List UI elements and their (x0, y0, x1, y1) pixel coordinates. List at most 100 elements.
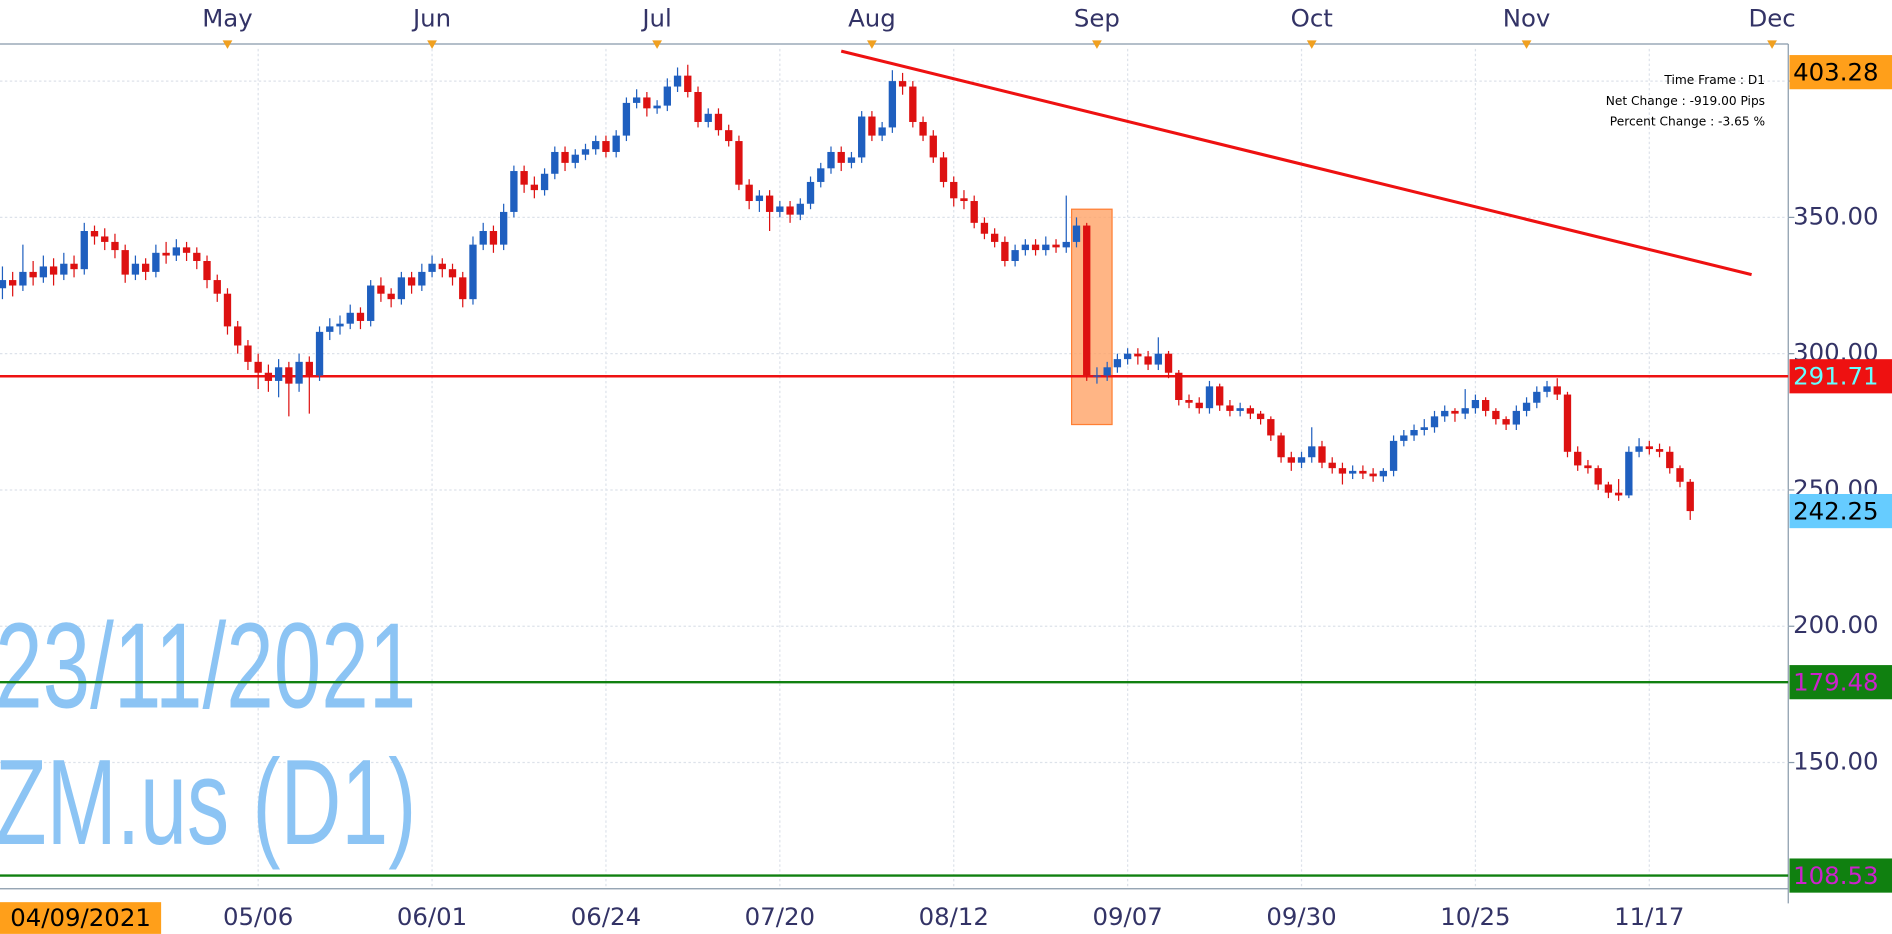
candle-body (694, 91, 702, 122)
candle-body (315, 331, 324, 376)
candle-body (806, 181, 815, 204)
candle-body (1492, 410, 1500, 420)
candle-body (653, 105, 661, 109)
candle-body (285, 367, 293, 384)
candle-body (1686, 481, 1694, 512)
candle-body (1604, 484, 1613, 493)
candle-body (1584, 465, 1592, 469)
candle-body (1256, 413, 1265, 420)
candle-body (29, 271, 37, 278)
candle-body (500, 211, 508, 245)
candle-body (336, 323, 344, 327)
candle-body (121, 250, 129, 275)
candle-body (919, 121, 927, 136)
candle-body (1277, 435, 1285, 458)
candle-body (1420, 427, 1428, 430)
candle-body (1369, 473, 1377, 477)
candle-body (939, 157, 948, 182)
candle-body (397, 277, 406, 300)
candle-body (60, 263, 68, 275)
candle-body (1113, 359, 1122, 368)
candle-body (745, 184, 753, 202)
candle-body (1236, 408, 1244, 411)
candle-body (1267, 419, 1275, 436)
candle-body (888, 81, 897, 128)
candle-body (847, 157, 856, 163)
candle-body (1502, 419, 1510, 425)
candle-body (540, 173, 549, 191)
candle-body (1512, 410, 1520, 425)
candle-body (489, 231, 498, 245)
candle-body (1001, 241, 1009, 261)
candle-body (1430, 416, 1439, 428)
candle-body (356, 312, 365, 321)
candle-body (1481, 400, 1490, 411)
x-tick-label: 07/20 (745, 902, 815, 931)
candle-body (1451, 410, 1459, 414)
candle-body (796, 203, 804, 215)
candle-body (459, 277, 467, 300)
candle-body (1072, 225, 1081, 242)
candle-body (858, 116, 866, 158)
candle-body (929, 135, 937, 158)
y-tick-label: 350.00 (1793, 201, 1878, 230)
candle-body (1522, 402, 1531, 411)
cursor-label: 04/09/2021 (10, 903, 151, 932)
candle-body (837, 151, 845, 163)
candle-body (1195, 402, 1203, 409)
candle-body (1011, 250, 1019, 261)
candle-body (1164, 353, 1173, 373)
candle-body (1031, 244, 1040, 251)
candle-body (1400, 435, 1408, 441)
trend-line (840, 49, 1752, 277)
candle-body (1594, 468, 1602, 485)
candle-body (438, 263, 446, 270)
candle-body (571, 154, 579, 163)
candle-body (1543, 386, 1551, 392)
candle-body (1154, 353, 1162, 365)
candle-body (970, 201, 978, 223)
candle-body (1216, 386, 1224, 406)
price-tag-label: 291.71 (1793, 361, 1878, 390)
price-tag (1789, 493, 1892, 529)
candle-body (418, 271, 426, 286)
candle-body (776, 206, 784, 212)
candle-body (1134, 353, 1142, 357)
candle-body (264, 372, 273, 381)
candle-body (295, 361, 303, 384)
price-tag-label: 179.48 (1793, 667, 1878, 696)
x-tick-label: 05/06 (223, 902, 293, 931)
x-tick-label: 06/24 (571, 902, 641, 931)
month-marker (1767, 40, 1777, 49)
candle-body (1614, 492, 1623, 496)
month-marker (222, 40, 233, 49)
candle-body (786, 206, 794, 215)
candle-body (561, 151, 569, 163)
candle-body (223, 293, 232, 327)
candle-body (725, 130, 733, 142)
candle-body (530, 184, 539, 191)
candle-body (551, 151, 559, 174)
candle-body (909, 86, 917, 122)
candle-body (49, 266, 58, 275)
candle-body (827, 151, 835, 169)
candle-body (9, 280, 17, 286)
candle-body (1645, 446, 1653, 450)
candle-body (990, 233, 999, 242)
month-marker (652, 40, 662, 49)
cursor-label-bg (0, 902, 162, 934)
candle-body (673, 75, 682, 87)
candle-body (1083, 225, 1091, 376)
candle-body (1021, 244, 1030, 251)
y-tick-label: 150.00 (1793, 747, 1878, 776)
candle-body (684, 75, 692, 92)
highlight-box (1070, 208, 1113, 426)
candle-body (980, 222, 989, 234)
candle-body (448, 269, 457, 278)
candle-body (868, 116, 876, 136)
candle-body (1471, 400, 1480, 409)
candle-body (1359, 470, 1367, 474)
candle-body (1635, 446, 1643, 452)
candle-body (274, 367, 283, 381)
